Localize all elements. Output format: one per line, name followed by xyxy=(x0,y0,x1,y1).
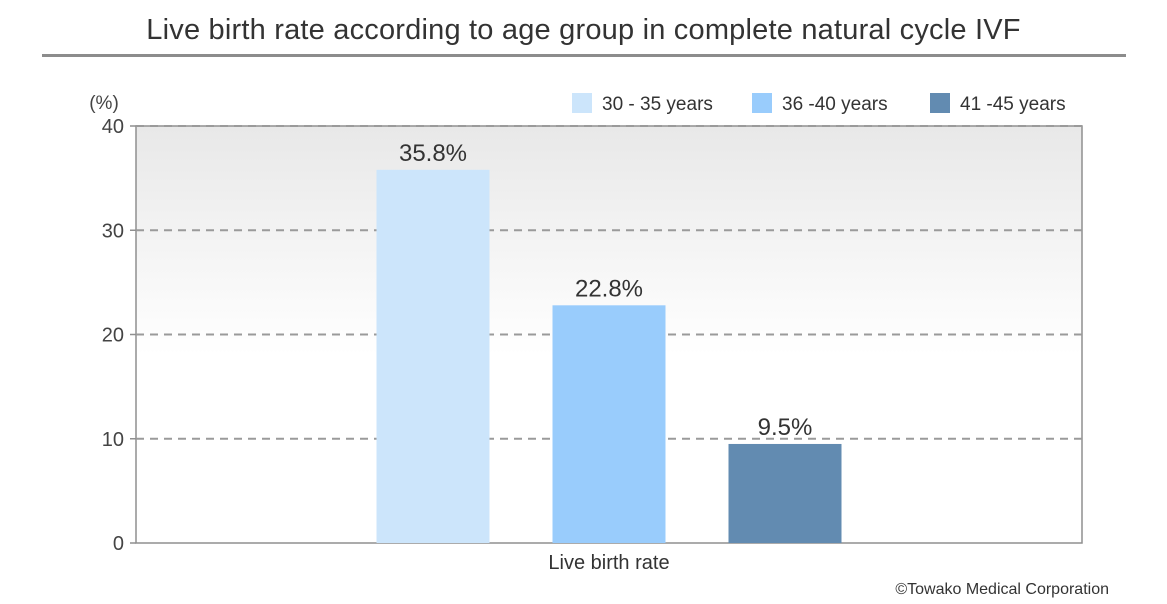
title-underline xyxy=(42,54,1126,57)
copyright-text: ©Towako Medical Corporation xyxy=(895,581,1109,598)
bar-value-label: 22.8% xyxy=(575,275,643,302)
bar-1 xyxy=(376,169,490,543)
y-tick-label: 40 xyxy=(102,116,124,138)
legend-swatch xyxy=(572,93,592,113)
bar-value-label: 9.5% xyxy=(758,414,813,441)
legend-swatch xyxy=(752,93,772,113)
legend-label: 36 -40 years xyxy=(782,94,888,115)
y-unit-label: (%) xyxy=(89,93,119,114)
legend-label: 30 - 35 years xyxy=(602,94,713,115)
y-tick-label: 10 xyxy=(102,429,124,451)
y-tick-label: 20 xyxy=(102,325,124,347)
bar-value-label: 35.8% xyxy=(399,140,467,167)
legend-swatch xyxy=(930,93,950,113)
y-tick-label: 0 xyxy=(113,533,124,555)
y-tick-label: 30 xyxy=(102,220,124,242)
legend-label: 41 -45 years xyxy=(960,94,1066,115)
chart-title: Live birth rate according to age group i… xyxy=(146,14,1021,46)
bar-3 xyxy=(728,443,842,543)
bar-2 xyxy=(552,305,666,543)
x-category-label: Live birth rate xyxy=(548,552,669,574)
